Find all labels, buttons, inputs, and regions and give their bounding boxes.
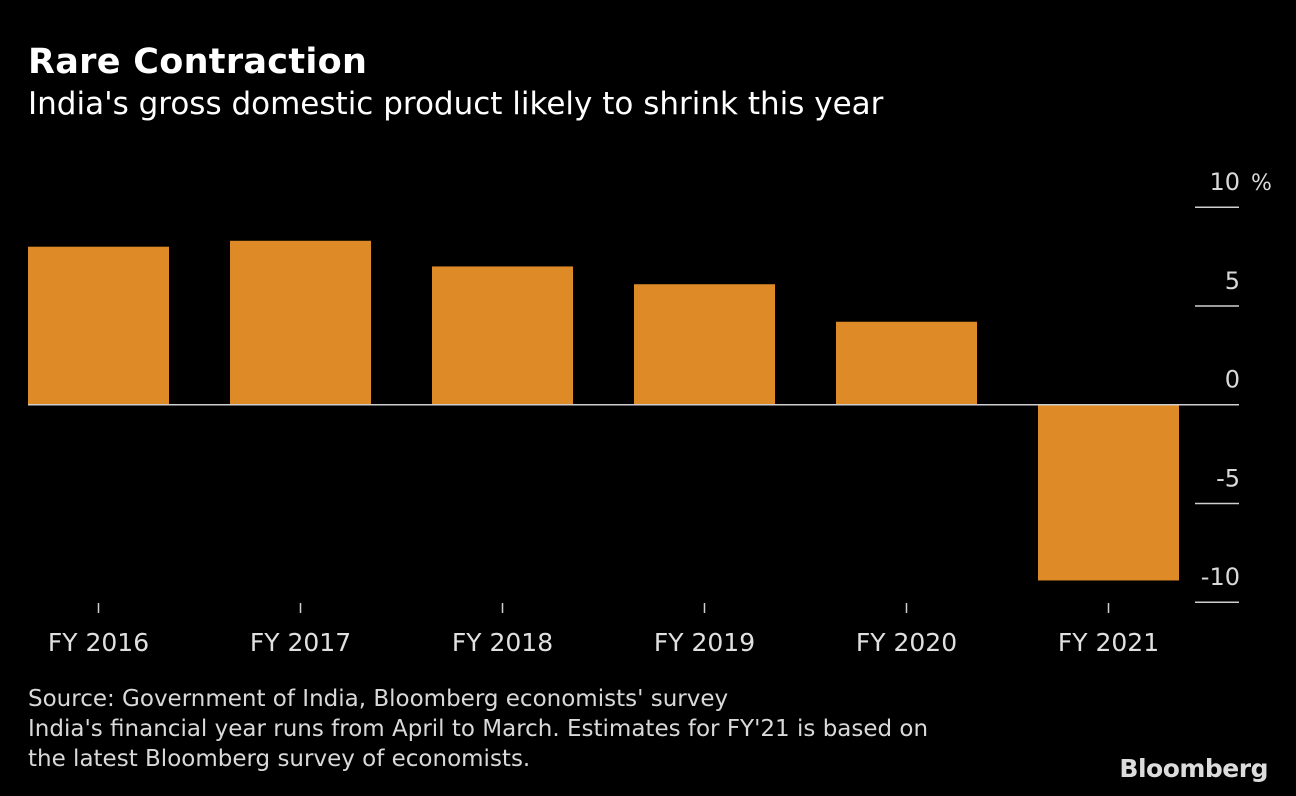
y-tick-label: -5 [1216, 464, 1240, 492]
x-tick-label: FY 2020 [856, 628, 957, 657]
y-tick-label: 10 [1209, 168, 1240, 196]
x-tick-label: FY 2018 [452, 628, 553, 657]
x-tick-label: FY 2019 [654, 628, 755, 657]
bar-fy-2019 [634, 284, 775, 405]
bar-fy-2017 [230, 240, 371, 405]
bar-fy-2021 [1038, 404, 1179, 581]
bar-fy-2018 [432, 266, 573, 405]
bar-fy-2016 [28, 246, 169, 405]
fiscal-year-note-1: India's financial year runs from April t… [28, 716, 929, 742]
chart-title: Rare Contraction [28, 42, 368, 82]
bloomberg-logo: Bloomberg [1119, 754, 1268, 783]
footnotes: Source: Government of India, Bloomberg e… [28, 684, 928, 774]
y-unit-label: % [1251, 171, 1272, 196]
y-tick-label: 0 [1225, 366, 1240, 394]
x-tick-label: FY 2021 [1058, 628, 1159, 657]
x-tick-label: FY 2017 [250, 628, 351, 657]
source-note: Source: Government of India, Bloomberg e… [28, 686, 729, 712]
y-tick-label: -10 [1201, 563, 1240, 591]
x-tick-label: FY 2016 [48, 628, 149, 657]
fiscal-year-note-2: the latest Bloomberg survey of economist… [28, 746, 531, 772]
y-tick-label: 5 [1225, 267, 1240, 295]
bar-fy-2020 [836, 321, 977, 405]
chart-subtitle: India's gross domestic product likely to… [28, 86, 884, 122]
